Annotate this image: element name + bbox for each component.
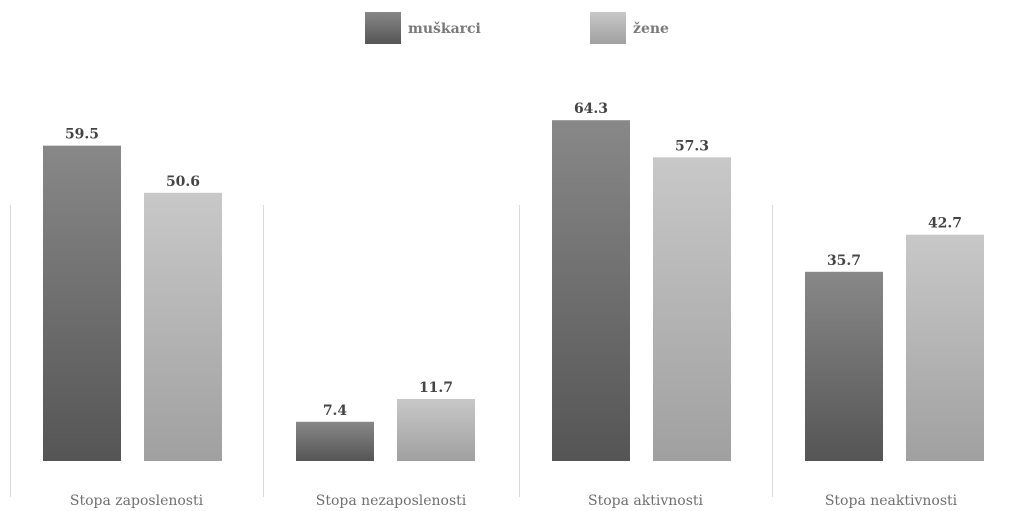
bars bbox=[43, 120, 984, 462]
category-label-stopa-aktivnosti: Stopa aktivnosti bbox=[588, 493, 704, 509]
value-label-zene-stopa-nezaposlenosti: 11.7 bbox=[419, 380, 453, 396]
value-label-zene-stopa-neaktivnosti: 42.7 bbox=[928, 216, 962, 232]
value-label-muskarci-stopa-neaktivnosti: 35.7 bbox=[827, 253, 861, 269]
category-label-stopa-neaktivnosti: Stopa neaktivnosti bbox=[825, 493, 958, 509]
bar-muskarci-stopa-zaposlenosti bbox=[43, 145, 121, 461]
legend-item-zene: žene bbox=[590, 12, 669, 44]
legend-swatch bbox=[590, 12, 626, 44]
legend-item-muskarci: muškarci bbox=[365, 12, 481, 44]
value-labels: 59.5 50.6 7.4 11.7 64.3 57.3 35.7 42.7 bbox=[65, 101, 962, 419]
bar-zene-stopa-aktivnosti bbox=[653, 157, 731, 461]
category-separators bbox=[10, 205, 773, 497]
bar-muskarci-stopa-neaktivnosti bbox=[805, 271, 883, 461]
value-label-muskarci-stopa-aktivnosti: 64.3 bbox=[574, 101, 608, 117]
value-label-zene-stopa-zaposlenosti: 50.6 bbox=[166, 174, 200, 190]
legend-label: muškarci bbox=[408, 21, 481, 37]
category-label-stopa-zaposlenosti: Stopa zaposlenosti bbox=[70, 493, 204, 509]
bar-muskarci-stopa-aktivnosti bbox=[552, 120, 630, 462]
value-label-muskarci-stopa-nezaposlenosti: 7.4 bbox=[323, 403, 348, 419]
bar-muskarci-stopa-nezaposlenosti bbox=[296, 421, 374, 461]
value-label-zene-stopa-aktivnosti: 57.3 bbox=[675, 138, 709, 154]
legend-label: žene bbox=[633, 21, 669, 37]
legend-swatch bbox=[365, 12, 401, 44]
bar-zene-stopa-zaposlenosti bbox=[144, 192, 222, 461]
bar-zene-stopa-neaktivnosti bbox=[906, 234, 984, 461]
category-label-stopa-nezaposlenosti: Stopa nezaposlenosti bbox=[316, 493, 467, 509]
category-labels: Stopa zaposlenosti Stopa nezaposlenosti St… bbox=[70, 493, 958, 509]
value-label-muskarci-stopa-zaposlenosti: 59.5 bbox=[65, 127, 99, 143]
legend: muškarci žene bbox=[365, 12, 669, 44]
bar-zene-stopa-nezaposlenosti bbox=[397, 398, 475, 461]
